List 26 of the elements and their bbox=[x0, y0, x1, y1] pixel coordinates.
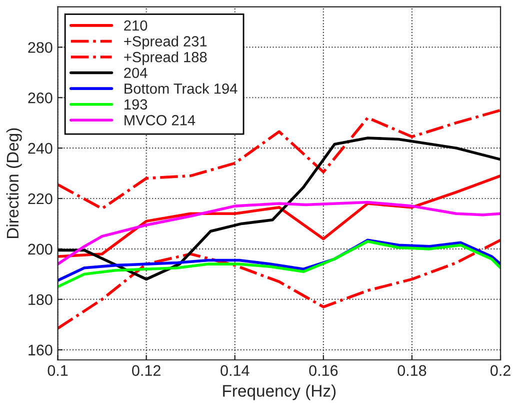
legend-label: 193 bbox=[124, 99, 148, 110]
legend-label: 204 bbox=[124, 68, 148, 78]
x-tick-label: 0.16 bbox=[309, 365, 338, 376]
legend-label: MVCO 214 bbox=[124, 115, 196, 126]
x-axis-title: Frequency (Hz) bbox=[223, 384, 336, 400]
y-tick-label: 260 bbox=[28, 92, 52, 104]
x-tick-label: 0.1 bbox=[48, 365, 68, 376]
y-axis-title: Direction (Deg) bbox=[6, 128, 22, 238]
y-tick-label: 220 bbox=[28, 193, 52, 204]
x-tick-label: 0.12 bbox=[132, 365, 160, 376]
x-tick-label: 0.2 bbox=[490, 365, 510, 376]
legend-label: +Spread 188 bbox=[124, 52, 207, 66]
y-tick-label: 280 bbox=[28, 42, 52, 53]
line-series bbox=[58, 108, 501, 210]
y-tick-label: 200 bbox=[28, 244, 52, 255]
legend-label: +Spread 231 bbox=[124, 36, 207, 50]
y-tick-label: 240 bbox=[28, 142, 52, 154]
line-series bbox=[58, 238, 501, 330]
y-tick-label: 180 bbox=[28, 294, 52, 306]
legend-label: 210 bbox=[124, 20, 148, 31]
line-series bbox=[58, 200, 501, 266]
legend-label: Bottom Track 194 bbox=[124, 83, 238, 94]
line-series bbox=[58, 136, 501, 281]
x-tick-label: 0.18 bbox=[398, 365, 426, 376]
y-tick-label: 160 bbox=[28, 344, 52, 356]
x-tick-label: 0.14 bbox=[220, 365, 250, 376]
